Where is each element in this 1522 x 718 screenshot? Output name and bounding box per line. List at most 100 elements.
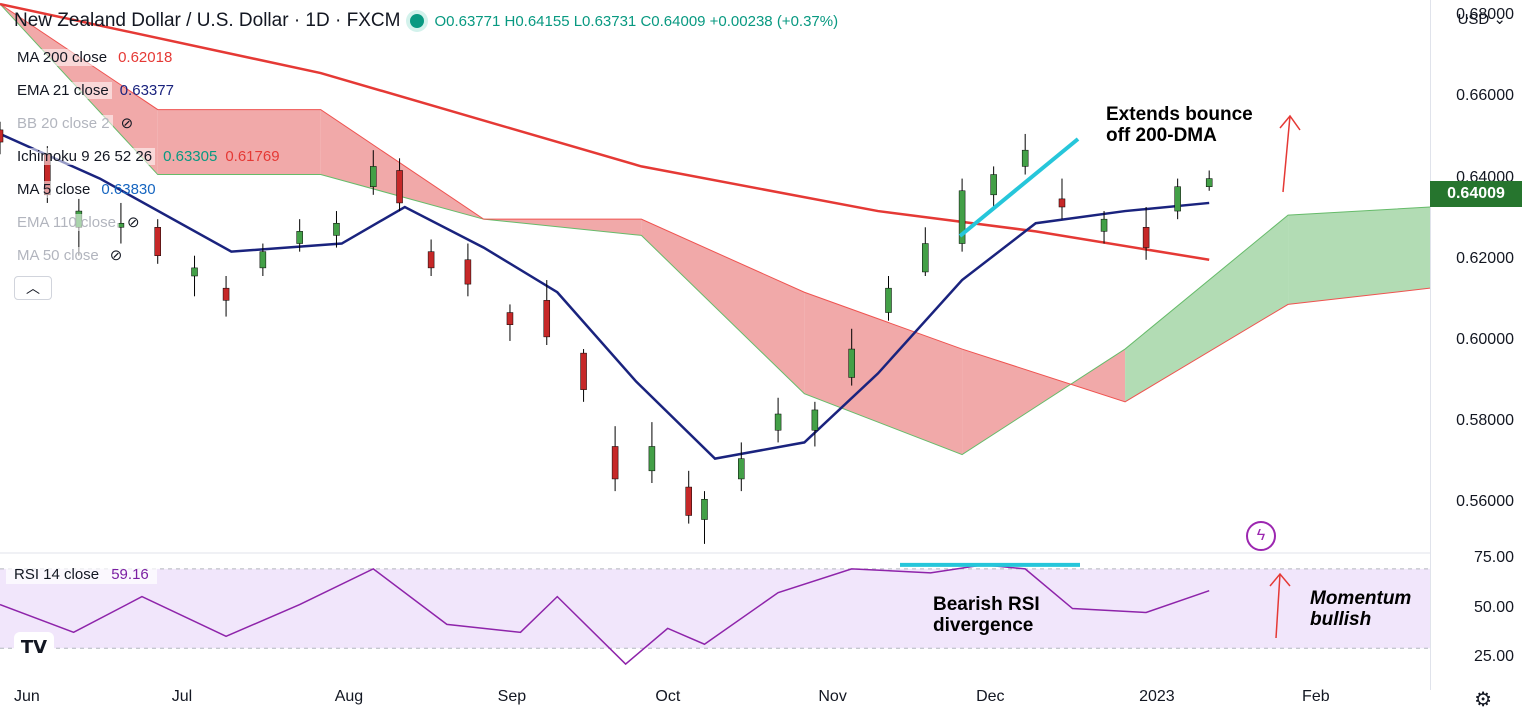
- time-tick-label: Jul: [171, 688, 193, 705]
- candle-body: [296, 231, 303, 244]
- momentum-arrow-head: [1269, 572, 1291, 587]
- collapse-legend-button[interactable]: ︿: [14, 276, 52, 300]
- time-tick-label: Nov: [818, 688, 847, 705]
- candle-body: [922, 243, 929, 273]
- annotation-bounce: Extends bounce off 200-DMA: [1106, 104, 1253, 146]
- rsi-legend-name: RSI 14 close: [14, 566, 100, 583]
- legend-value: 0.62018: [118, 48, 173, 66]
- legend-value-2: 0.61769: [225, 147, 280, 165]
- time-tick-label: Oct: [655, 688, 681, 705]
- candle-body: [738, 458, 745, 480]
- ma200-line: [0, 2, 1210, 261]
- candle-body: [611, 446, 619, 480]
- rsi-tick-label: 75.00: [1473, 548, 1514, 566]
- candle-body: [990, 174, 997, 196]
- time-tick-label: Sep: [497, 688, 527, 705]
- chevron-down-icon: ⌄: [1493, 11, 1506, 28]
- legend-row-3[interactable]: Ichimoku 9 26 52 26 0.63305 0.61769: [14, 145, 280, 167]
- ohlc-values: O0.63771 H0.64155 L0.63731 C0.64009 +0.0…: [434, 12, 839, 30]
- eye-off-icon[interactable]: ⊘: [109, 247, 123, 264]
- lightning-icon[interactable]: ϟ: [1246, 521, 1276, 551]
- rsi-legend: RSI 14 close 59.16: [6, 565, 157, 584]
- legend-row-4[interactable]: MA 5 close 0.63830: [14, 178, 156, 200]
- chart-header: New Zealand Dollar / U.S. Dollar · 1D · …: [14, 10, 838, 32]
- candle-body: [774, 413, 782, 431]
- candle-body: [191, 267, 198, 277]
- price-tick-label: 0.62000: [1456, 249, 1514, 267]
- candle-body: [506, 312, 514, 325]
- legend-row-0[interactable]: MA 200 close 0.62018: [14, 46, 172, 68]
- legend-row-6[interactable]: MA 50 close ⊘: [14, 244, 122, 266]
- price-tick-label: 0.60000: [1456, 330, 1514, 348]
- ichimoku-cloud-segment: [1288, 207, 1430, 305]
- ichimoku-cloud-segment: [641, 219, 805, 394]
- ichimoku-cloud-segment: [804, 292, 963, 455]
- candle-body: [396, 170, 403, 204]
- legend-value: 0.63830: [101, 180, 156, 198]
- ichimoku-cloud-segment: [1125, 215, 1289, 402]
- time-tick-label: Aug: [334, 688, 364, 705]
- candle-body: [259, 251, 267, 269]
- legend-row-1[interactable]: EMA 21 close 0.63377: [14, 79, 174, 101]
- candle-body: [222, 287, 230, 301]
- market-status-icon: [410, 14, 425, 28]
- last-price-label: 0.64009: [1430, 181, 1522, 207]
- gear-icon[interactable]: ⚙: [1474, 689, 1492, 711]
- time-tick-label: Dec: [976, 688, 1005, 705]
- rsi-band: [0, 568, 1430, 649]
- candle-body: [958, 190, 966, 244]
- candle-body: [1142, 227, 1150, 248]
- legend-row-5[interactable]: EMA 110 close ⊘: [14, 211, 140, 233]
- legend-name: MA 50 close: [14, 246, 102, 264]
- ichimoku-cloud-segment: [157, 109, 321, 175]
- candle-body: [848, 348, 855, 378]
- rsi-legend-value: 59.16: [111, 566, 149, 583]
- candle-body: [1100, 218, 1108, 232]
- currency-selector[interactable]: USD ⌄: [1457, 11, 1506, 28]
- candle-body: [811, 409, 819, 431]
- price-tick-label: 0.58000: [1456, 412, 1514, 430]
- candle-body: [1174, 186, 1181, 212]
- candle-body: [1205, 178, 1213, 187]
- legend-name: Ichimoku 9 26 52 26: [14, 147, 156, 165]
- tradingview-logo-icon[interactable]: 𝗧𝗩: [14, 632, 54, 662]
- legend-value: 0.63377: [119, 81, 174, 99]
- candle-body: [154, 227, 161, 256]
- price-tick-label: 0.66000: [1456, 87, 1514, 105]
- candle-body: [885, 287, 892, 313]
- ema21-line: [0, 132, 1210, 460]
- candle-body: [464, 259, 472, 285]
- time-tick-label: Feb: [1302, 688, 1330, 705]
- legend-name: BB 20 close 2: [14, 114, 113, 132]
- candle-body: [1021, 149, 1029, 167]
- ichimoku-span-a: [0, 3, 1431, 456]
- candle-body: [370, 166, 377, 187]
- bounce-arrow-head: [1279, 114, 1301, 131]
- legend-name: MA 200 close: [14, 48, 111, 66]
- candle-body: [701, 498, 708, 520]
- legend-value: 0.63305: [163, 147, 218, 165]
- legend-name: EMA 110 close: [14, 213, 119, 231]
- candle-body: [685, 486, 692, 516]
- annotation-rsi-divergence: Bearish RSI divergence: [933, 594, 1040, 636]
- momentum-arrow: [1275, 573, 1281, 639]
- legend-row-2[interactable]: BB 20 close 2 ⊘: [14, 112, 133, 134]
- eye-off-icon[interactable]: ⊘: [126, 214, 140, 231]
- price-tick-label: 0.56000: [1456, 493, 1514, 511]
- candle-body: [0, 129, 4, 143]
- symbol-title[interactable]: New Zealand Dollar / U.S. Dollar · 1D · …: [14, 10, 401, 31]
- ichimoku-span-b: [0, 3, 1431, 403]
- candle-body: [543, 300, 551, 338]
- eye-off-icon[interactable]: ⊘: [120, 115, 134, 132]
- trend-line-drawing: [958, 137, 1080, 238]
- annotation-momentum: Momentum bullish: [1310, 588, 1412, 630]
- candle-body: [333, 222, 340, 236]
- legend-name: MA 5 close: [14, 180, 94, 198]
- rsi-tick-label: 50.00: [1473, 598, 1514, 616]
- price-scale[interactable]: USD ⌄ 0.68000 0.66000 0.64000 0.62000 0.6000…: [1430, 0, 1522, 690]
- candle-body: [580, 352, 587, 390]
- time-tick-label: Jun: [14, 688, 40, 705]
- legend-name: EMA 21 close: [14, 81, 112, 99]
- rsi-tick-label: 25.00: [1473, 648, 1514, 666]
